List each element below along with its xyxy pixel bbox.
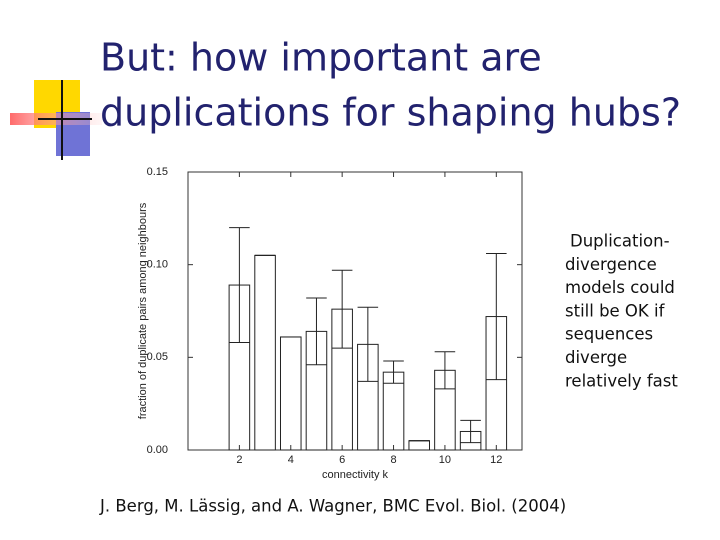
y-tick-label: 0.10 xyxy=(147,259,168,271)
plot-frame xyxy=(187,171,523,451)
side-text: sequences xyxy=(565,325,653,344)
slide-title: duplications for shaping hubs? xyxy=(100,91,681,135)
x-tick-label: 2 xyxy=(236,454,242,466)
y-tick-label: 0.15 xyxy=(147,166,168,178)
side-text: diverge xyxy=(565,348,627,367)
x-tick-label: 10 xyxy=(439,454,451,466)
side-text: models could xyxy=(565,278,675,297)
citation: J. Berg, M. Lässig, and A. Wagner, BMC E… xyxy=(99,497,566,516)
x-axis-title: connectivity k xyxy=(322,469,389,481)
bar xyxy=(408,440,431,451)
slide-title: But: how important are xyxy=(100,36,542,80)
x-tick-label: 8 xyxy=(390,454,396,466)
side-text: Duplication- xyxy=(570,232,670,251)
y-tick-label: 0.05 xyxy=(147,351,168,363)
side-text: divergence xyxy=(565,255,657,274)
y-tick-label: 0.00 xyxy=(147,444,168,456)
x-tick-label: 6 xyxy=(339,454,345,466)
side-text: relatively fast xyxy=(565,371,678,390)
x-tick-label: 12 xyxy=(490,454,502,466)
side-text: still be OK if xyxy=(565,301,666,320)
x-tick-label: 4 xyxy=(288,454,294,466)
y-axis-title: fraction of duplicate pairs among neighb… xyxy=(137,202,149,419)
decoration xyxy=(10,80,102,160)
bar xyxy=(279,336,302,451)
bar xyxy=(254,254,276,451)
bar xyxy=(382,371,405,451)
